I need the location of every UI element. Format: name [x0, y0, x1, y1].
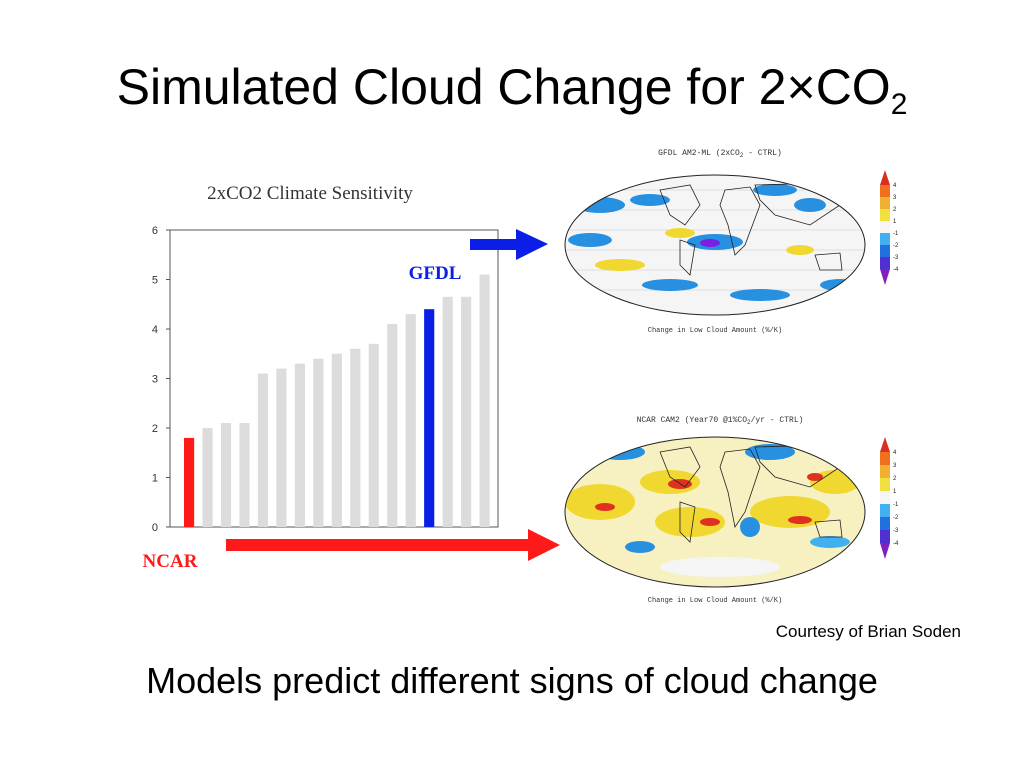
bar	[257, 373, 269, 527]
colorbar-label: 3	[893, 195, 897, 201]
y-tick-label: 6	[152, 225, 158, 237]
bar	[442, 296, 453, 527]
bar-ncar	[184, 437, 195, 527]
bar	[276, 368, 287, 527]
y-tick-label: 2	[152, 423, 158, 435]
ncar-map-panel: NCAR CAM2 (Year70 @1%CO2/yr - CTRL) Chan…	[564, 416, 899, 605]
y-tick-label: 0	[152, 522, 158, 534]
colorbar-label: 4	[893, 183, 897, 189]
colorbar-label: 3	[893, 463, 897, 469]
colorbar-label: -2	[893, 515, 899, 521]
climate-sensitivity-chart: 2xCO2 Climate Sensitivity 0 1 2 3 4 5 6 GFDL N…	[143, 183, 499, 572]
colorbar-label: -3	[893, 528, 899, 534]
colorbar-label: 4	[893, 450, 897, 456]
y-tick-label: 3	[152, 374, 158, 386]
bar	[350, 348, 361, 527]
credit-text: Courtesy of Brian Soden	[775, 622, 961, 641]
gfdl-colorbar: 4 3 2 1 -1 -2 -3 -4	[880, 170, 899, 285]
colorbar-label: -4	[893, 541, 899, 547]
colorbar-label: -3	[893, 255, 899, 261]
gfdl-world-map	[565, 175, 865, 315]
ncar-map-xlabel: Change in Low Cloud Amount (%/K)	[648, 597, 782, 605]
bar	[220, 423, 232, 527]
caption-text: Models predict different signs of cloud …	[146, 660, 878, 701]
bar	[405, 314, 416, 527]
ncar-colorbar: 4 3 2 1 -1 -2 -3 -4	[880, 437, 899, 559]
y-axis: 0 1 2 3 4 5 6	[152, 225, 170, 534]
colorbar-label: -2	[893, 243, 899, 249]
bar	[239, 423, 250, 527]
colorbar-label: 1	[893, 219, 897, 225]
ncar-world-map	[565, 437, 865, 587]
bar	[202, 428, 213, 527]
y-tick-label: 4	[152, 324, 158, 336]
bar	[294, 363, 305, 527]
colorbar-label: 1	[893, 489, 897, 495]
ncar-map-title: NCAR CAM2 (Year70 @1%CO2/yr - CTRL)	[637, 416, 804, 426]
ncar-arrow	[226, 529, 560, 561]
slide-title: Simulated Cloud Change for 2×CO2	[116, 59, 908, 121]
colorbar-label: -1	[893, 231, 899, 237]
gfdl-map-xlabel: Change in Low Cloud Amount (%/K)	[648, 327, 782, 335]
gfdl-arrow	[470, 229, 548, 260]
bar	[368, 343, 379, 527]
y-tick-label: 5	[152, 275, 158, 287]
bar	[461, 296, 472, 527]
gfdl-map-title: GFDL AM2-ML (2xCO2 - CTRL)	[658, 149, 782, 159]
colorbar-label: -4	[893, 267, 899, 273]
chart-title: 2xCO2 Climate Sensitivity	[207, 183, 413, 204]
ncar-label: NCAR	[143, 551, 198, 572]
bar	[313, 358, 324, 527]
colorbar-label: 2	[893, 476, 897, 482]
bar-gfdl	[424, 309, 435, 527]
colorbar-label: -1	[893, 502, 899, 508]
bar	[387, 324, 398, 527]
bars	[184, 274, 490, 527]
y-tick-label: 1	[152, 473, 158, 485]
gfdl-map-panel: GFDL AM2-ML (2xCO2 - CTRL) Change in Low…	[564, 149, 899, 335]
colorbar-label: 2	[893, 207, 897, 213]
bar	[479, 274, 490, 527]
bar	[331, 353, 342, 527]
gfdl-label: GFDL	[409, 263, 462, 284]
